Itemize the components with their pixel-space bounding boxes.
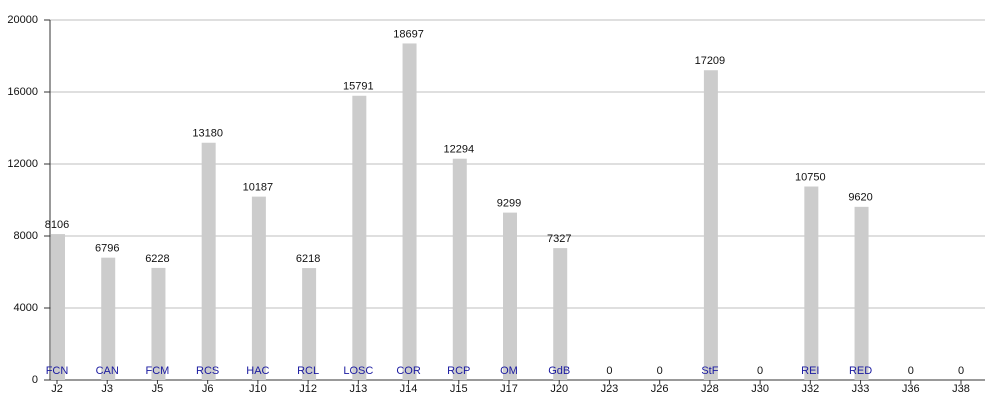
bar-label: GdB [548, 365, 570, 377]
value-label: 15791 [343, 81, 374, 93]
bar [703, 70, 718, 380]
x-tick-label: J30 [751, 383, 769, 395]
bar [804, 186, 819, 380]
x-tick-label: J14 [400, 383, 418, 395]
value-label: 10750 [795, 171, 826, 183]
bar-label: RCP [447, 365, 470, 377]
value-label: 6796 [95, 243, 119, 255]
bar-label: RCL [297, 365, 319, 377]
x-tick-label: J15 [450, 383, 468, 395]
value-label: 6228 [145, 253, 169, 265]
bar-label: LOSC [343, 365, 373, 377]
bar-label: FCN [46, 365, 69, 377]
bar-label: FCM [146, 365, 170, 377]
y-tick-label: 8000 [14, 230, 38, 242]
x-tick-label: J36 [902, 383, 920, 395]
bar [402, 43, 417, 380]
x-tick-label: J23 [601, 383, 619, 395]
value-label: 18697 [393, 28, 424, 40]
y-tick-label: 12000 [7, 158, 38, 170]
x-tick-label: J38 [952, 383, 970, 395]
value-label: 9299 [497, 198, 521, 210]
bar [503, 212, 517, 380]
x-tick-label: J10 [249, 383, 267, 395]
value-label: 7327 [547, 233, 571, 245]
bar [302, 268, 317, 380]
y-tick-label: 4000 [14, 302, 38, 314]
value-label: 0 [757, 365, 763, 377]
value-label: 9620 [848, 192, 872, 204]
value-label: 12294 [443, 144, 474, 156]
bar-label: RED [849, 365, 872, 377]
value-label: 10187 [243, 182, 274, 194]
x-tick-label: J6 [202, 383, 214, 395]
bar-label: RCS [196, 365, 219, 377]
value-label: 0 [657, 365, 663, 377]
bar [251, 196, 266, 380]
value-label: 13180 [192, 128, 223, 140]
x-tick-label: J17 [500, 383, 518, 395]
bar-label: HAC [246, 365, 269, 377]
bar [854, 206, 869, 380]
value-label: 8106 [45, 219, 69, 231]
x-tick-label: J13 [349, 383, 367, 395]
x-tick-label: J28 [701, 383, 719, 395]
bar-label: OM [500, 365, 518, 377]
x-tick-label: J2 [51, 383, 63, 395]
bar [452, 158, 467, 380]
bar [201, 142, 216, 380]
x-tick-label: J12 [299, 383, 317, 395]
x-tick-label: J33 [852, 383, 870, 395]
value-label: 17209 [695, 55, 726, 67]
x-tick-label: J32 [801, 383, 819, 395]
y-tick-label: 16000 [7, 86, 38, 98]
x-tick-label: J3 [101, 383, 113, 395]
bar-label: COR [396, 365, 421, 377]
x-tick-label: J26 [651, 383, 669, 395]
bar-label: CAN [96, 365, 119, 377]
x-tick-label: J5 [152, 383, 164, 395]
value-label: 6218 [296, 253, 320, 265]
value-label: 0 [958, 365, 964, 377]
value-label: 0 [908, 365, 914, 377]
bar-label: REI [801, 365, 819, 377]
y-tick-label: 0 [32, 374, 38, 386]
bar-label: StF [701, 365, 718, 377]
bar [352, 95, 367, 381]
bar [553, 248, 568, 380]
y-tick-label: 20000 [7, 14, 38, 26]
bar [101, 257, 116, 380]
bar [151, 267, 166, 380]
value-label: 0 [606, 365, 612, 377]
bar [51, 234, 65, 380]
x-tick-label: J20 [550, 383, 568, 395]
